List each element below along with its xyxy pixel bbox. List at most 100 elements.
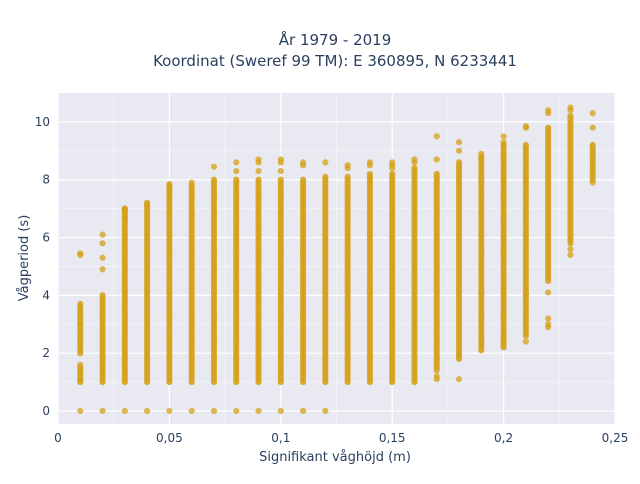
data-point bbox=[99, 292, 106, 299]
data-point bbox=[389, 170, 396, 178]
data-point bbox=[255, 407, 262, 415]
data-point bbox=[366, 170, 374, 178]
data-point bbox=[299, 407, 307, 415]
x-tick-label: 0 bbox=[54, 431, 62, 445]
data-point bbox=[166, 407, 173, 415]
x-axis-label: Signifikant våghöjd (m) bbox=[259, 450, 411, 465]
y-tick-label: 4 bbox=[42, 288, 50, 302]
data-point bbox=[121, 214, 128, 221]
data-point bbox=[166, 188, 173, 195]
data-points bbox=[77, 104, 596, 415]
data-point bbox=[188, 179, 195, 186]
data-point bbox=[522, 292, 529, 299]
data-point bbox=[77, 321, 84, 328]
data-point bbox=[77, 376, 84, 383]
data-point bbox=[589, 110, 596, 117]
data-point bbox=[522, 141, 529, 149]
data-point bbox=[166, 180, 173, 188]
data-point bbox=[567, 251, 574, 258]
data-point bbox=[99, 266, 106, 273]
data-point bbox=[455, 147, 463, 154]
data-point bbox=[589, 141, 596, 149]
data-point bbox=[255, 156, 262, 163]
data-point bbox=[121, 407, 128, 415]
y-axis-label: Vågperiod (s) bbox=[17, 215, 32, 302]
data-point bbox=[322, 159, 329, 166]
x-tick-label: 0,05 bbox=[156, 431, 183, 445]
data-point bbox=[255, 167, 262, 175]
data-point bbox=[77, 407, 84, 415]
data-point bbox=[255, 176, 262, 183]
data-point bbox=[522, 338, 529, 345]
data-point bbox=[299, 176, 307, 183]
y-axis-ticks: 0 2 4 6 8 10 bbox=[35, 115, 50, 418]
data-point bbox=[277, 407, 284, 415]
data-point bbox=[77, 300, 84, 308]
data-point bbox=[233, 159, 240, 166]
data-point bbox=[322, 407, 329, 415]
data-point bbox=[589, 179, 596, 186]
data-point bbox=[99, 254, 106, 261]
x-tick-label: 0,25 bbox=[602, 431, 629, 445]
data-point bbox=[77, 250, 84, 257]
data-point bbox=[545, 110, 552, 117]
chart-title-line-2: Koordinat (Sweref 99 TM): E 360895, N 62… bbox=[153, 52, 517, 70]
data-point bbox=[99, 407, 106, 415]
data-point bbox=[545, 289, 552, 296]
data-point bbox=[567, 246, 574, 253]
data-point bbox=[455, 139, 463, 146]
data-point bbox=[99, 240, 106, 247]
data-point bbox=[144, 202, 151, 209]
data-point bbox=[389, 159, 396, 166]
y-tick-label: 2 bbox=[42, 346, 50, 360]
data-point bbox=[433, 367, 440, 374]
data-point bbox=[433, 376, 440, 383]
data-point bbox=[455, 376, 463, 383]
x-tick-label: 0,15 bbox=[379, 431, 406, 445]
y-tick-label: 0 bbox=[42, 404, 50, 418]
data-point bbox=[233, 167, 240, 175]
data-point bbox=[121, 205, 128, 212]
data-point bbox=[545, 124, 552, 131]
chart-title-line-1: År 1979 - 2019 bbox=[279, 30, 392, 49]
data-point bbox=[545, 324, 552, 331]
x-tick-label: 0,1 bbox=[271, 431, 290, 445]
data-point bbox=[344, 165, 351, 172]
data-point bbox=[389, 165, 396, 172]
data-point bbox=[210, 176, 218, 183]
data-point bbox=[478, 150, 485, 157]
data-point bbox=[411, 159, 418, 166]
data-point bbox=[210, 163, 218, 170]
data-point bbox=[567, 113, 574, 120]
data-point bbox=[411, 165, 418, 172]
data-point bbox=[344, 173, 351, 180]
data-point bbox=[589, 124, 596, 131]
x-tick-label: 0,2 bbox=[494, 431, 513, 445]
y-tick-label: 6 bbox=[42, 231, 50, 245]
data-point bbox=[277, 159, 284, 166]
data-point bbox=[433, 156, 440, 163]
data-point bbox=[277, 167, 284, 175]
data-point bbox=[567, 107, 574, 114]
data-point bbox=[366, 159, 374, 166]
data-point bbox=[99, 231, 106, 238]
y-tick-label: 8 bbox=[42, 173, 50, 187]
data-point bbox=[545, 315, 552, 322]
data-point bbox=[522, 123, 529, 130]
data-point bbox=[77, 370, 84, 377]
data-point bbox=[210, 407, 218, 415]
data-point bbox=[144, 407, 151, 415]
data-point bbox=[299, 159, 307, 166]
data-point bbox=[500, 133, 507, 140]
data-point bbox=[433, 133, 440, 140]
y-tick-label: 10 bbox=[35, 115, 50, 129]
data-point bbox=[277, 176, 284, 183]
data-point bbox=[500, 139, 507, 146]
data-point bbox=[322, 173, 329, 180]
data-point bbox=[233, 176, 240, 183]
data-point bbox=[77, 361, 84, 368]
data-point bbox=[233, 407, 240, 415]
data-point bbox=[455, 159, 463, 166]
